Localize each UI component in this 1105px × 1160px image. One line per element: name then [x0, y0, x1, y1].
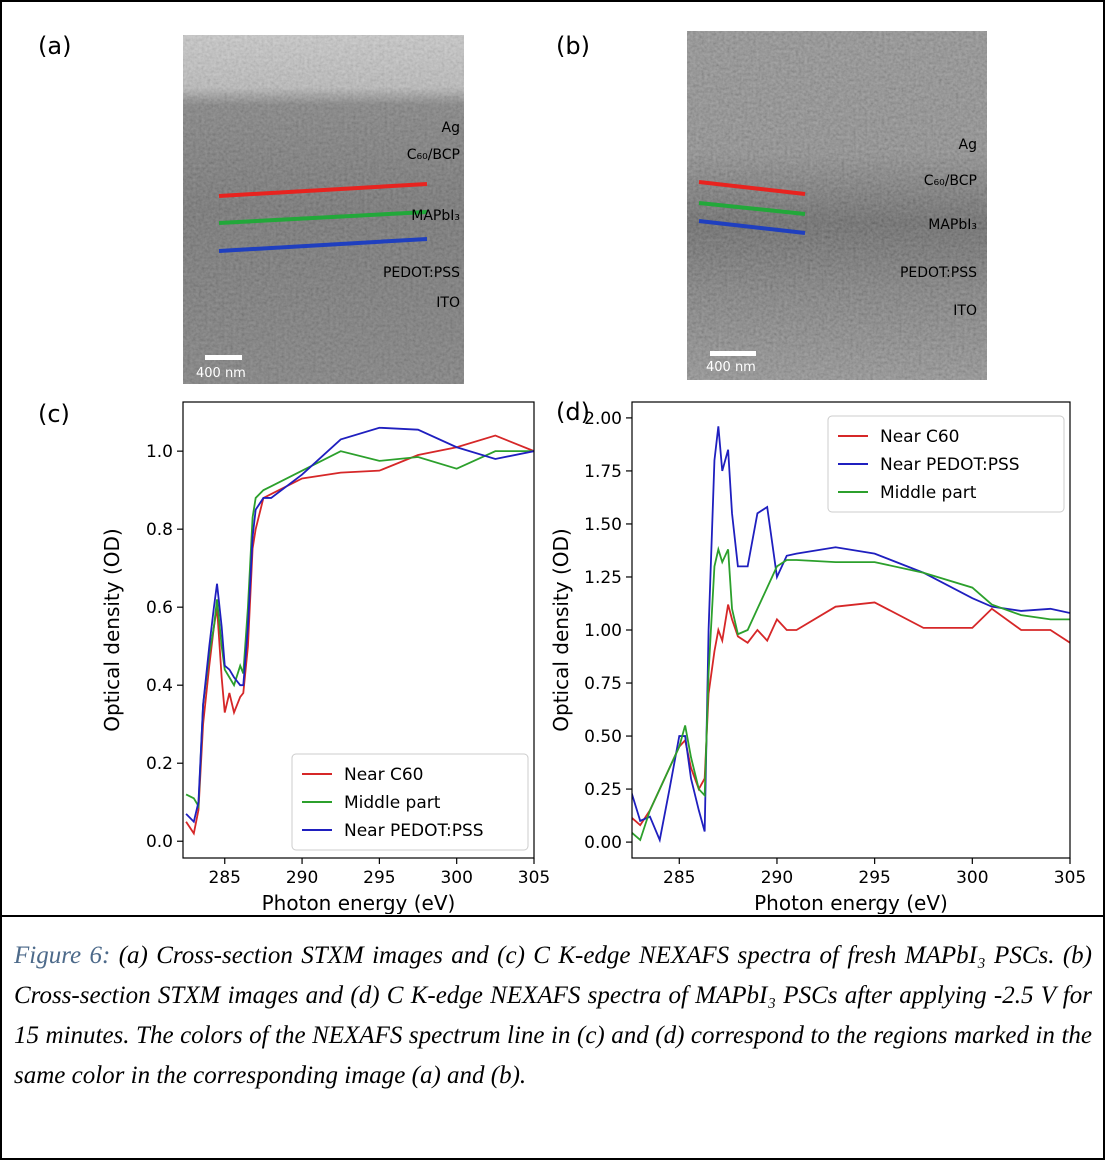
x-axis-label: Photon energy (eV) [754, 891, 948, 914]
caption-text: (a) Cross-section STXM images and (c) C … [14, 942, 1093, 1089]
layer-label: ITO [953, 303, 977, 319]
figure: (a) Ag C₆₀/BCP MAPbI₃ PEDOT:PSS ITO 400 … [38, 31, 1086, 914]
layer-label: Ag [442, 120, 460, 136]
panel-label: (c) [38, 400, 70, 428]
x-tick-label: 295 [858, 868, 890, 888]
x-tick-label: 295 [363, 868, 395, 888]
y-axis-label: Optical density (OD) [100, 528, 124, 731]
plot-frame [631, 401, 1071, 859]
x-tick-label: 290 [286, 868, 318, 888]
y-tick-label: 0.00 [584, 833, 622, 853]
y-tick-label: 0.2 [146, 754, 173, 774]
y-tick-label: 0.8 [146, 520, 173, 540]
series-line [185, 450, 534, 810]
x-tick-label: 285 [663, 868, 695, 888]
y-tick-label: 0.0 [146, 832, 173, 852]
plot-frame [182, 401, 535, 859]
scale-bar [205, 355, 242, 360]
series-line [632, 545, 1070, 842]
region-line [698, 219, 806, 235]
y-tick-label: 1.00 [584, 621, 622, 641]
x-tick-label: 300 [956, 868, 988, 888]
panel-label: (d) [556, 398, 590, 426]
layer-label: C₆₀/BCP [924, 173, 977, 189]
x-tick-label: 285 [209, 868, 241, 888]
series-line [185, 434, 534, 836]
region-line [218, 182, 428, 198]
layer-label: MAPbI₃ [411, 208, 460, 224]
x-tick-label: 305 [1054, 868, 1086, 888]
caption: Figure 6: (a) Cross-section STXM images … [14, 936, 1092, 1096]
x-tick-label: 290 [761, 868, 793, 888]
y-tick-label: 0.25 [584, 780, 622, 800]
legend-label: Near PEDOT:PSS [880, 455, 1020, 475]
legend-label: Near C60 [344, 765, 424, 785]
panel-label: (a) [38, 32, 71, 60]
series-line [632, 601, 1070, 827]
y-tick-label: 0.50 [584, 727, 622, 747]
y-tick-label: 0.4 [146, 676, 173, 696]
layer-label: ITO [436, 295, 460, 311]
scale-label: 400 nm [706, 360, 756, 375]
y-tick-label: 0.6 [146, 598, 173, 618]
region-line [698, 180, 806, 196]
region-line [218, 210, 428, 225]
legend-box [827, 415, 1065, 513]
panel-label: (b) [556, 32, 590, 60]
legend-label: Near PEDOT:PSS [344, 821, 484, 841]
layer-label: PEDOT:PSS [900, 265, 977, 281]
legend-label: Near C60 [880, 427, 960, 447]
y-tick-label: 0.75 [584, 674, 622, 694]
layer-label: PEDOT:PSS [383, 265, 460, 281]
legend-box [291, 753, 529, 851]
x-tick-label: 300 [440, 868, 472, 888]
legend-label: Middle part [344, 793, 441, 813]
separator [2, 915, 1103, 917]
y-tick-label: 1.75 [584, 462, 622, 482]
x-tick-label: 305 [518, 868, 550, 888]
layer-label: MAPbI₃ [928, 217, 977, 233]
scale-bar [710, 351, 756, 356]
layer-label: Ag [959, 137, 977, 153]
y-tick-label: 2.00 [584, 409, 622, 429]
region-line [218, 237, 428, 253]
region-line [698, 201, 806, 216]
layer-label: C₆₀/BCP [407, 147, 460, 163]
y-axis-label: Optical density (OD) [549, 528, 573, 731]
caption-label: Figure 6: [14, 942, 111, 969]
series-line [185, 426, 534, 824]
image-noise [183, 35, 464, 384]
scale-label: 400 nm [196, 366, 246, 381]
legend-label: Middle part [880, 483, 977, 503]
y-tick-label: 1.25 [584, 568, 622, 588]
y-tick-label: 1.0 [146, 442, 173, 462]
x-axis-label: Photon energy (eV) [262, 891, 456, 914]
y-tick-label: 1.50 [584, 515, 622, 535]
